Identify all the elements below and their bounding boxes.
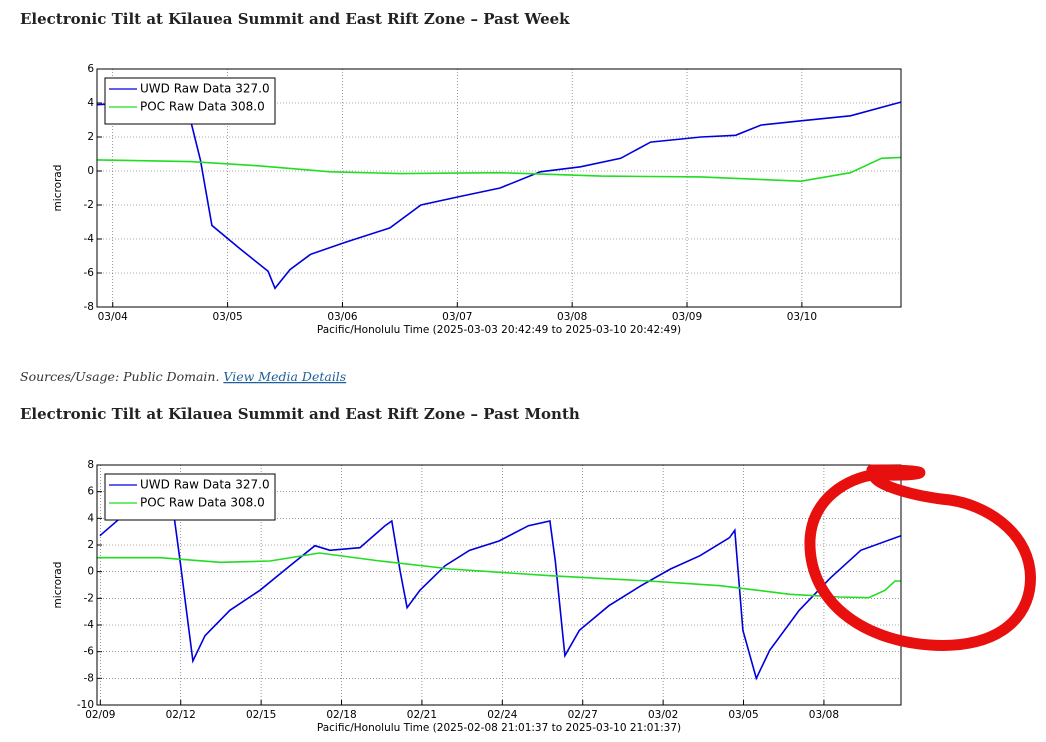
x-tick-label: 03/10 — [787, 311, 817, 323]
y-tick-label: -8 — [84, 301, 94, 313]
plot-frame — [96, 464, 902, 706]
y-axis-label: microrad — [52, 562, 64, 609]
legend-label: UWD Raw Data 327.0 — [140, 82, 270, 96]
x-tick-label: 03/07 — [442, 311, 472, 323]
legend-label: POC Raw Data 308.0 — [140, 496, 265, 510]
x-tick-label: 02/27 — [568, 709, 598, 721]
sources-text: Sources/Usage: Public Domain. View Media… — [20, 369, 346, 384]
x-tick-label: 03/09 — [672, 311, 702, 323]
y-tick-label: 2 — [87, 539, 94, 551]
x-tick-label: 02/18 — [326, 709, 356, 721]
y-tick-label: 6 — [87, 486, 94, 498]
y-tick-label: -4 — [84, 233, 95, 245]
x-tick-label: 03/06 — [327, 311, 358, 323]
y-tick-label: 8 — [87, 459, 94, 471]
media-details-link[interactable]: View Media Details — [223, 369, 346, 384]
y-tick-label: 0 — [87, 165, 94, 177]
y-tick-label: 2 — [87, 131, 94, 143]
y-axis-label: microrad — [52, 165, 64, 212]
chart-title: Electronic Tilt at Kīlauea Summit and Ea… — [20, 10, 570, 28]
x-tick-label: 03/08 — [557, 311, 587, 323]
annotation-circle — [804, 464, 1036, 651]
x-tick-label: 02/24 — [487, 709, 518, 721]
plot-frame — [96, 68, 902, 308]
sources-label: Sources/Usage: Public Domain. — [20, 369, 219, 384]
y-tick-label: 4 — [87, 97, 94, 109]
y-tick-label: 4 — [87, 512, 94, 524]
legend-box — [104, 473, 276, 521]
data-line — [99, 494, 902, 681]
x-tick-label: 03/04 — [98, 311, 129, 323]
y-tick-label: -2 — [84, 199, 94, 211]
x-tick-label: 02/21 — [407, 709, 437, 721]
legend-label: POC Raw Data 308.0 — [140, 100, 265, 114]
x-tick-label: 02/15 — [246, 709, 276, 721]
y-tick-label: -8 — [84, 672, 94, 684]
x-tick-label: 03/02 — [648, 709, 678, 721]
y-tick-label: -4 — [84, 619, 95, 631]
x-tick-label: 03/05 — [212, 311, 242, 323]
x-tick-label: 02/09 — [85, 709, 115, 721]
x-tick-label: 03/08 — [809, 709, 839, 721]
y-tick-label: -6 — [84, 646, 95, 658]
data-line — [96, 98, 902, 290]
x-tick-label: 02/12 — [166, 709, 196, 721]
charts: Electronic Tilt at Kīlauea Summit and Ea… — [20, 10, 902, 734]
y-tick-label: -6 — [84, 267, 95, 279]
chart-title: Electronic Tilt at Kīlauea Summit and Ea… — [20, 405, 580, 423]
legend-box — [104, 77, 276, 125]
y-tick-label: 0 — [87, 566, 94, 578]
data-line — [96, 156, 902, 183]
y-tick-label: -2 — [84, 592, 94, 604]
x-axis-label: Pacific/Honolulu Time (2025-02-08 21:01:… — [317, 722, 681, 734]
y-tick-label: 6 — [87, 63, 94, 75]
x-axis-label: Pacific/Honolulu Time (2025-03-03 20:42:… — [317, 324, 681, 336]
x-tick-label: 03/05 — [728, 709, 758, 721]
data-line — [97, 552, 901, 599]
legend-label: UWD Raw Data 327.0 — [140, 478, 270, 492]
y-tick-label: -10 — [77, 699, 94, 711]
